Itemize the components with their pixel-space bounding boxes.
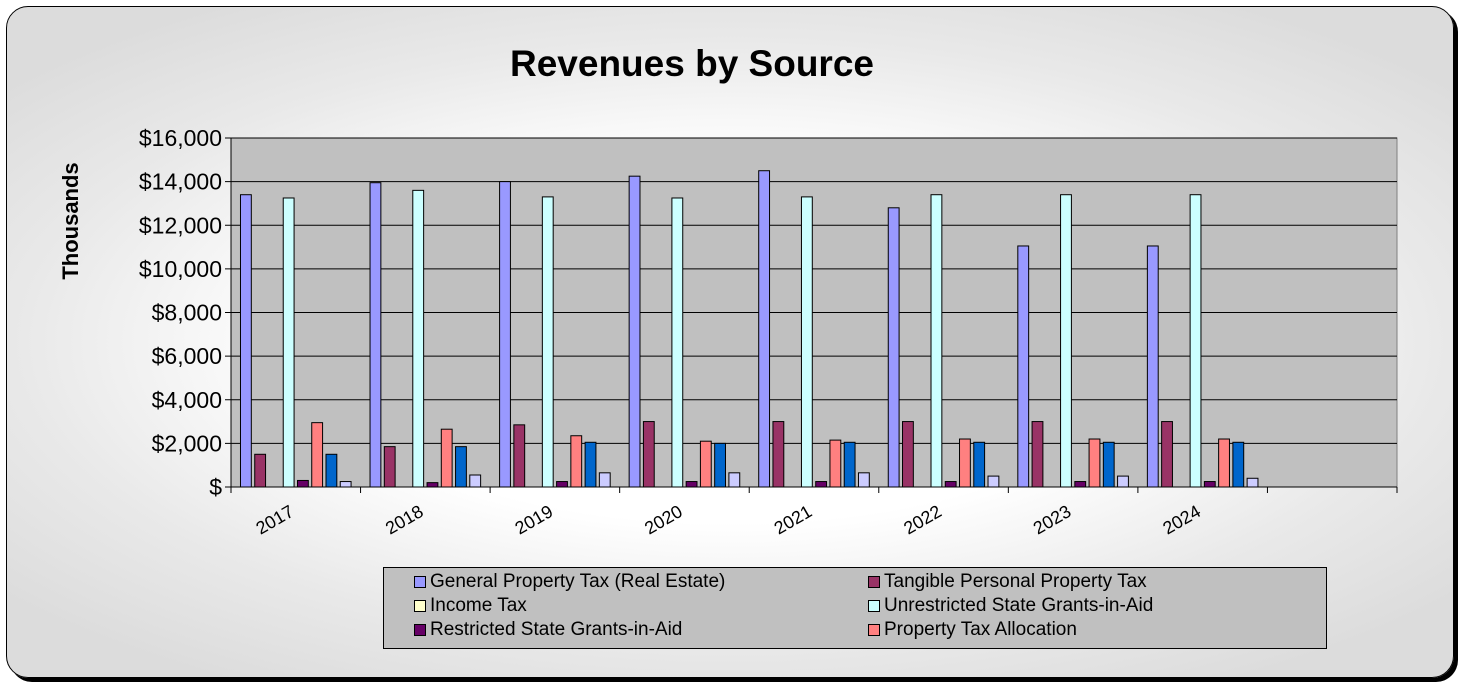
bar-series5-2019: [556, 481, 568, 488]
x-tick-label: 2017: [252, 501, 297, 538]
y-tick-label: $12,000: [139, 212, 222, 238]
bar-series2-2024: [1161, 421, 1173, 488]
bar-series4-2024: [1189, 194, 1202, 488]
legend-label: Tangible Personal Property Tax: [884, 571, 1147, 592]
bar-series4-2022: [930, 194, 943, 488]
bar-series1-2020: [628, 175, 641, 488]
y-tick-label: $4,000: [152, 387, 222, 413]
bar-series6-2018: [440, 428, 453, 488]
legend-item: General Property Tax (Real Estate): [414, 571, 725, 593]
y-tick-label: $2,000: [152, 430, 222, 456]
y-tick-label: $14,000: [139, 169, 222, 195]
legend-swatch: [868, 600, 880, 612]
bar-series1-2022: [887, 207, 900, 488]
bar-series6-2020: [699, 440, 712, 488]
legend-item: Unrestricted State Grants-in-Aid: [868, 595, 1153, 617]
chart-title: Revenues by Source: [510, 43, 874, 84]
y-tick-label: $10,000: [139, 256, 222, 282]
bar-series5-2018: [426, 482, 439, 488]
bar-series6-2019: [570, 435, 583, 488]
chart-frame: Revenues by Source Thousands $ $2,000 $4,0…: [6, 6, 1454, 678]
bar-series6-2022: [959, 438, 971, 488]
legend-swatch: [868, 576, 880, 588]
x-tick-label: 2021: [771, 501, 816, 538]
bar-series8-2018: [469, 474, 482, 488]
x-tick-label: 2024: [1159, 501, 1204, 538]
bar-series4-2018: [412, 189, 425, 488]
x-tick-label: 2023: [1030, 501, 1075, 538]
x-tick-label: 2019: [512, 501, 557, 538]
legend-label: Income Tax: [430, 595, 527, 616]
bar-series5-2017: [296, 479, 309, 488]
bar-series4-2020: [671, 197, 684, 488]
bar-series2-2019: [513, 424, 526, 488]
bar-series5-2022: [944, 481, 957, 488]
legend-label: Unrestricted State Grants-in-Aid: [884, 595, 1154, 616]
legend-item: Tangible Personal Property Tax: [868, 571, 1147, 593]
x-tick-label: 2022: [900, 501, 945, 538]
bar-series8-2024: [1246, 477, 1259, 488]
bar-series4-2021: [800, 196, 813, 488]
bar-series4-2019: [541, 196, 554, 488]
bar-series5-2024: [1203, 481, 1216, 488]
bar-series6-2017: [311, 422, 324, 488]
bar-series8-2021: [857, 472, 870, 488]
legend-label: Property Tax Allocation: [884, 619, 1077, 640]
bar-series2-2018: [383, 446, 396, 488]
bar-series7-2022: [973, 441, 986, 488]
legend-swatch: [414, 624, 426, 636]
bar-series2-2023: [1031, 421, 1044, 488]
y-tick-label: $: [209, 474, 222, 500]
legend: General Property Tax (Real Estate) Tangib…: [383, 567, 1327, 649]
bar-series1-2019: [499, 181, 511, 488]
bar-series1-2017: [239, 194, 252, 488]
bar-series7-2017: [325, 453, 338, 488]
bar-series2-2022: [902, 421, 914, 488]
bar-series1-2023: [1017, 245, 1030, 488]
bar-series6-2023: [1088, 438, 1101, 488]
bar-series4-2023: [1060, 194, 1072, 488]
bar-series1-2021: [758, 170, 771, 488]
bar-series8-2017: [339, 481, 352, 488]
bar-series7-2020: [714, 442, 726, 488]
legend-item: Property Tax Allocation: [868, 619, 1077, 641]
bar-series5-2023: [1074, 481, 1087, 488]
legend-label: General Property Tax (Real Estate): [430, 571, 726, 592]
bar-series8-2023: [1117, 475, 1129, 488]
bar-series7-2019: [584, 441, 597, 488]
bar-series7-2018: [455, 446, 467, 488]
y-tick-label: $8,000: [152, 300, 222, 326]
bar-series7-2023: [1102, 441, 1115, 488]
bar-series7-2024: [1232, 441, 1245, 488]
bar-series6-2024: [1218, 438, 1230, 488]
bar-series4-2017: [282, 197, 295, 488]
bar-series8-2020: [728, 472, 741, 488]
legend-swatch: [414, 600, 426, 612]
legend-swatch: [414, 576, 426, 588]
bar-series6-2021: [829, 439, 842, 488]
legend-swatch: [868, 624, 880, 636]
bar-series2-2017: [254, 453, 267, 488]
bar-series7-2021: [843, 441, 856, 488]
x-tick-label: 2020: [641, 501, 686, 538]
y-tick-label: $6,000: [152, 343, 222, 369]
legend-item: Income Tax: [414, 595, 527, 617]
legend-item: Restricted State Grants-in-Aid: [414, 619, 682, 641]
bar-series8-2022: [987, 475, 1000, 488]
bar-series5-2020: [685, 481, 698, 488]
x-tick-label: 2018: [382, 501, 427, 538]
chart-plot: $ $2,000 $4,000 $6,000 $8,000 $10,000 $12,000 $…: [139, 125, 1398, 538]
bar-series2-2020: [642, 421, 655, 488]
legend-label: Restricted State Grants-in-Aid: [430, 619, 683, 640]
y-tick-label: $16,000: [139, 125, 222, 151]
bar-series5-2021: [815, 481, 828, 488]
bar-series2-2021: [772, 421, 785, 488]
bar-series8-2019: [598, 472, 611, 488]
bar-series1-2018: [369, 182, 382, 488]
bar-series1-2024: [1146, 245, 1159, 488]
